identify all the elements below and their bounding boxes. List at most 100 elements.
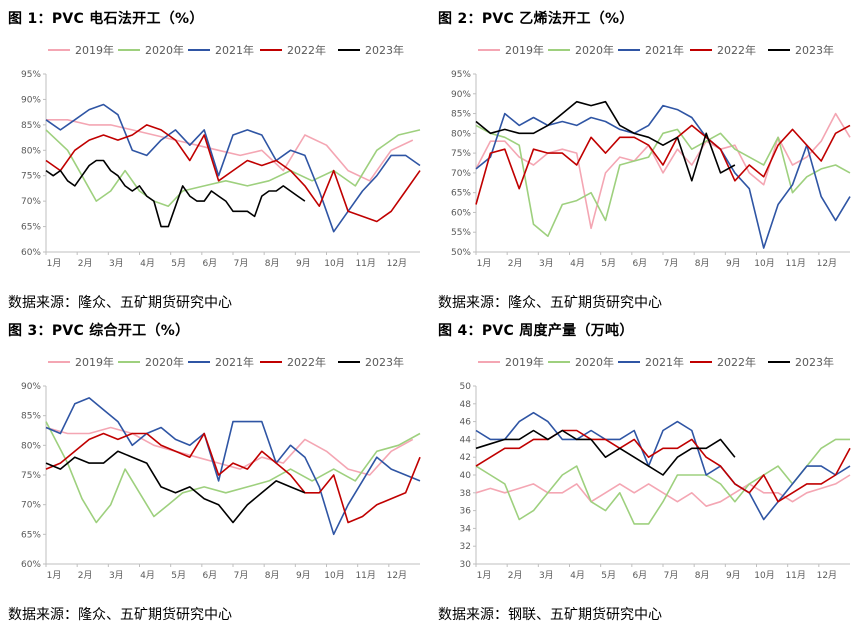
legend-swatch bbox=[618, 361, 640, 363]
y-tick-label: 48 bbox=[460, 400, 472, 410]
legend-swatch bbox=[768, 361, 790, 363]
y-tick-label: 42 bbox=[460, 453, 471, 463]
y-tick-label: 32 bbox=[460, 542, 471, 552]
x-tick-label: 7月 bbox=[234, 258, 249, 269]
y-tick-label: 60% bbox=[21, 560, 41, 570]
x-tick-label: 5月 bbox=[601, 570, 616, 581]
panel-2: 图 2：PVC 乙烯法开工（%） 2019年 2020年 2021年 2022年 202… bbox=[438, 8, 858, 311]
legend: 2019年 2020年 2021年 2022年 2023年 bbox=[438, 42, 858, 62]
x-tick-label: 7月 bbox=[234, 570, 249, 581]
x-tick-label: 6月 bbox=[202, 258, 217, 269]
y-tick-label: 50% bbox=[451, 248, 471, 258]
x-tick-label: 12月 bbox=[387, 258, 407, 269]
legend-swatch bbox=[338, 361, 360, 363]
legend-swatch bbox=[48, 49, 70, 51]
legend-item: 2020年 bbox=[548, 42, 614, 58]
legend-item: 2023年 bbox=[768, 42, 834, 58]
y-tick-label: 90% bbox=[21, 382, 41, 392]
legend-swatch bbox=[118, 49, 140, 51]
legend-swatch bbox=[690, 49, 712, 51]
legend-swatch bbox=[118, 361, 140, 363]
legend-swatch bbox=[48, 361, 70, 363]
y-tick-label: 80% bbox=[451, 129, 471, 139]
x-tick-label: 1月 bbox=[477, 570, 492, 581]
x-tick-label: 5月 bbox=[601, 258, 616, 269]
series-line-4 bbox=[475, 429, 851, 503]
legend-swatch bbox=[478, 49, 500, 51]
y-tick-label: 60% bbox=[451, 208, 471, 218]
y-tick-label: 95% bbox=[451, 70, 471, 80]
legend-label: 2023年 bbox=[365, 356, 404, 369]
legend-swatch bbox=[260, 361, 282, 363]
legend-item: 2020年 bbox=[548, 354, 614, 370]
series-line-4 bbox=[45, 124, 421, 223]
legend-item: 2022年 bbox=[260, 42, 326, 58]
panel-3: 图 3：PVC 综合开工（%） 2019年 2020年 2021年 2022年 2023… bbox=[8, 320, 428, 623]
legend: 2019年 2020年 2021年 2022年 2023年 bbox=[8, 42, 428, 62]
legend-item: 2019年 bbox=[48, 354, 114, 370]
x-tick-label: 6月 bbox=[632, 258, 647, 269]
legend-swatch bbox=[618, 49, 640, 51]
legend-label: 2023年 bbox=[795, 44, 834, 57]
x-tick-label: 1月 bbox=[47, 570, 62, 581]
source-note: 数据来源：隆众、五矿期货研究中心 bbox=[8, 607, 232, 623]
legend-item: 2023年 bbox=[338, 354, 404, 370]
legend-swatch bbox=[548, 361, 570, 363]
legend-label: 2021年 bbox=[215, 44, 254, 57]
series-line-2 bbox=[45, 129, 421, 207]
x-tick-label: 11月 bbox=[355, 570, 375, 581]
series-line-1 bbox=[475, 112, 851, 230]
y-tick-label: 65% bbox=[451, 189, 471, 199]
series-line-5 bbox=[45, 450, 306, 524]
chart-title: 图 1：PVC 电石法开工（%） bbox=[8, 11, 204, 27]
x-tick-label: 2月 bbox=[508, 258, 523, 269]
x-tick-label: 4月 bbox=[570, 258, 585, 269]
source-note: 数据来源：钢联、五矿期货研究中心 bbox=[438, 607, 662, 623]
series-line-3 bbox=[475, 411, 851, 521]
x-tick-label: 9月 bbox=[726, 570, 741, 581]
y-tick-label: 38 bbox=[460, 489, 472, 499]
y-tick-label: 46 bbox=[460, 418, 472, 428]
x-tick-label: 1月 bbox=[477, 258, 492, 269]
legend-swatch bbox=[338, 49, 360, 51]
legend-label: 2022年 bbox=[717, 44, 756, 57]
y-tick-label: 75% bbox=[21, 471, 41, 481]
legend-item: 2023年 bbox=[768, 354, 834, 370]
x-tick-label: 3月 bbox=[539, 258, 554, 269]
y-tick-label: 34 bbox=[460, 524, 472, 534]
legend-label: 2023年 bbox=[795, 356, 834, 369]
x-tick-label: 10月 bbox=[324, 570, 344, 581]
legend-label: 2023年 bbox=[365, 44, 404, 57]
source-note: 数据来源：隆众、五矿期货研究中心 bbox=[438, 295, 662, 311]
y-tick-label: 50 bbox=[460, 382, 472, 392]
panel-4: 图 4：PVC 周度产量（万吨） 2019年 2020年 2021年 2022年 202… bbox=[438, 320, 858, 623]
y-tick-label: 75% bbox=[21, 172, 41, 182]
series-line-4 bbox=[475, 124, 851, 205]
legend-item: 2022年 bbox=[260, 354, 326, 370]
legend-label: 2022年 bbox=[717, 356, 756, 369]
legend-swatch bbox=[768, 49, 790, 51]
legend-label: 2021年 bbox=[645, 356, 684, 369]
legend-item: 2020年 bbox=[118, 354, 184, 370]
x-tick-label: 10月 bbox=[754, 258, 774, 269]
legend-item: 2020年 bbox=[118, 42, 184, 58]
y-tick-label: 85% bbox=[21, 412, 41, 422]
chart-svg: 50% 55% 60% 65% 70% 75% 80% 85% 90% 95% 1月 2月 3月 4月 5月… bbox=[451, 70, 851, 269]
legend-label: 2022年 bbox=[287, 356, 326, 369]
x-tick-label: 8月 bbox=[265, 570, 280, 581]
x-tick-label: 12月 bbox=[817, 258, 837, 269]
legend-item: 2019年 bbox=[478, 42, 544, 58]
x-tick-label: 3月 bbox=[109, 258, 124, 269]
chart-svg: 60% 65% 70% 75% 80% 85% 90% 1月 2月 3月 4月 5月 6月 7月 8月 9月 1… bbox=[21, 382, 421, 581]
y-tick-label: 65% bbox=[21, 530, 41, 540]
legend-label: 2020年 bbox=[145, 44, 184, 57]
x-tick-label: 7月 bbox=[664, 258, 679, 269]
legend-item: 2022年 bbox=[690, 354, 756, 370]
legend-swatch bbox=[260, 49, 282, 51]
series-line-3 bbox=[45, 103, 421, 233]
x-tick-label: 12月 bbox=[817, 570, 837, 581]
x-tick-label: 10月 bbox=[754, 570, 774, 581]
x-tick-label: 6月 bbox=[632, 570, 647, 581]
y-tick-label: 90% bbox=[21, 95, 41, 105]
x-tick-label: 8月 bbox=[695, 570, 710, 581]
